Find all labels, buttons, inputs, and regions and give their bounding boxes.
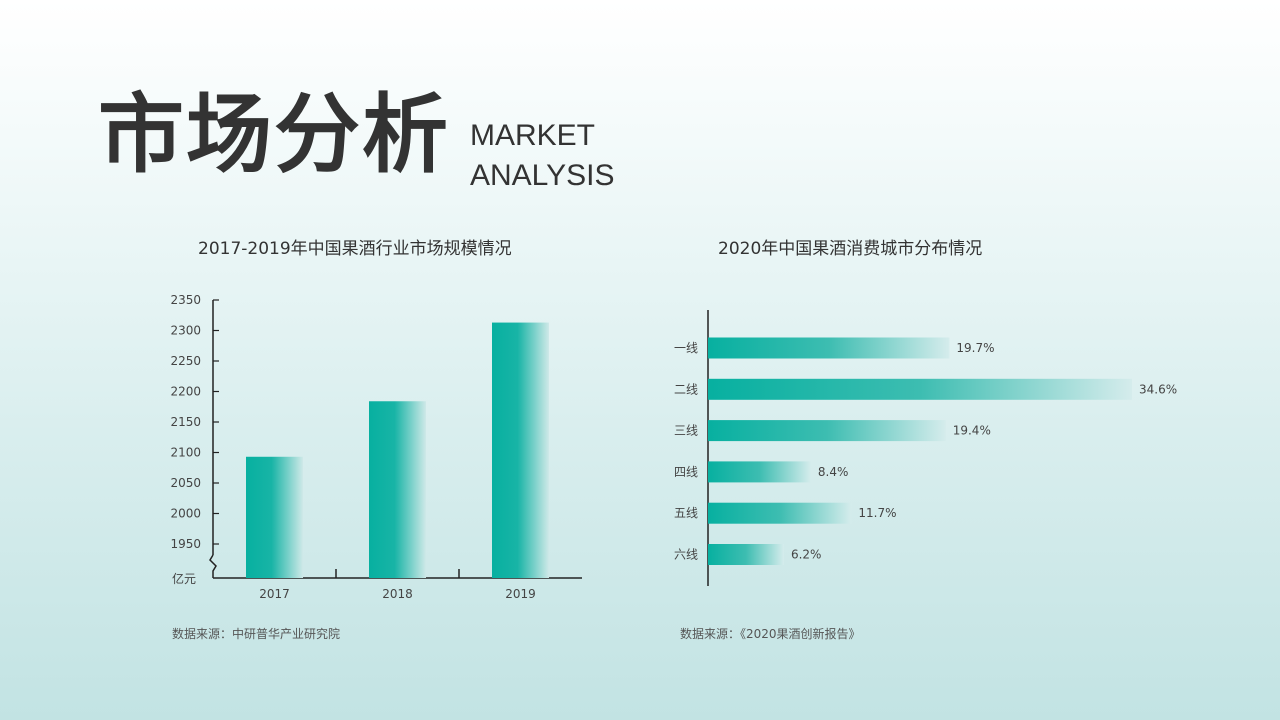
category-label: 四线 [674,465,698,479]
y-tick-label: 2350 [170,293,201,307]
y-tick-label: 2300 [170,324,201,338]
category-label: 五线 [674,506,698,520]
market-size-source: 数据来源：中研普华产业研究院 [172,627,341,641]
bar-2018 [369,401,426,578]
page-title: 市场分析 [98,85,450,185]
market-size-bar-chart: 1950 2000 2050 2100 2150 2200 2250 2300 2350 亿元 20… [170,293,582,601]
value-label: 34.6% [1139,382,1177,396]
y-axis-break [209,554,217,578]
y-tick-label: 2100 [170,446,201,460]
bar-2019 [492,322,549,578]
bar-六线 [708,544,784,565]
x-tick-label: 2019 [505,587,536,601]
bar-五线 [708,502,852,524]
market-size-chart-title: 2017-2019年中国果酒行业市场规模情况 [198,239,512,259]
subtitle-line-2: ANALYSIS [470,159,615,192]
y-tick-label: 2150 [170,415,201,429]
x-tick-label: 2017 [259,587,290,601]
city-distribution-source: 数据来源：《2020果酒创新报告》 [680,627,861,641]
value-label: 19.7% [956,341,994,355]
y-tick-label: 2000 [170,507,201,521]
y-axis-unit-label: 亿元 [172,571,196,586]
category-label: 六线 [674,548,698,562]
bar-二线 [708,378,1132,400]
category-label: 二线 [674,382,698,396]
subtitle-line-1: MARKET [470,119,596,152]
bar-四线 [708,461,811,483]
bar-一线 [708,337,950,359]
y-tick-label: 1950 [170,537,201,551]
value-label: 11.7% [858,506,896,520]
y-tick-label: 2050 [170,476,201,490]
city-distribution-chart-title: 2020年中国果酒消费城市分布情况 [718,239,983,259]
value-label: 6.2% [791,548,822,562]
x-tick-label: 2018 [382,587,413,601]
y-tick-label: 2200 [170,385,201,399]
value-label: 8.4% [818,465,849,479]
city-distribution-bar-chart: 一线 19.7% 二线 34.6% 三线 19.4% 四线 8.4% 五线 11.7% 六线 6.2% [674,310,1177,586]
value-label: 19.4% [953,424,991,438]
category-label: 一线 [674,341,698,355]
y-tick-label: 2250 [170,354,201,368]
page-subtitle: MARKET ANALYSIS [470,116,615,196]
bar-三线 [708,420,946,442]
category-label: 三线 [674,424,698,438]
bar-2017 [246,456,303,578]
